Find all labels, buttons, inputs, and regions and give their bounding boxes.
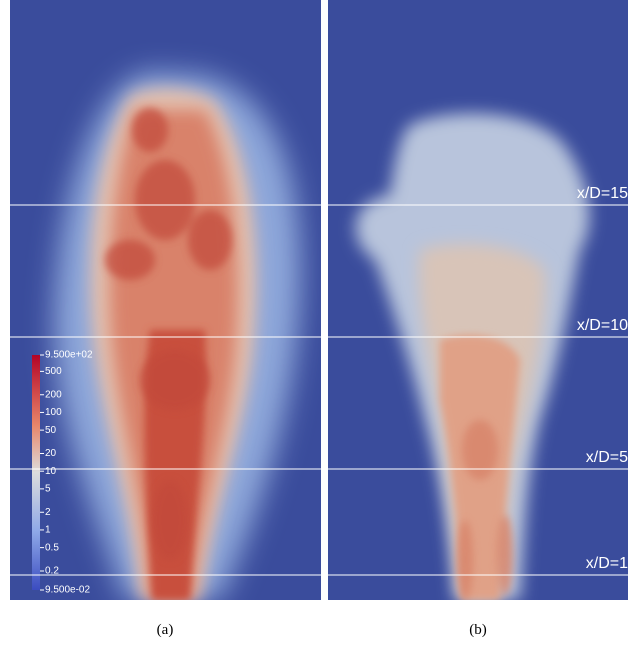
colorbar-tick-label: 10	[45, 466, 57, 477]
colorbar-tick-label: 1	[45, 525, 51, 536]
colorbar-tick-label: 100	[45, 407, 62, 418]
colorbar-ticks: 9.500e+02 500 200 100 50 20 10 5 2 1 0.5 0.2 9.500e-…	[40, 350, 93, 596]
station-label: x/D=10	[577, 317, 628, 334]
colorbar-tick-label: 500	[45, 366, 62, 377]
station-label: x/D=5	[586, 449, 628, 466]
colorbar-tick-label: 9.500e+02	[45, 350, 93, 361]
caption: (b)	[469, 622, 487, 638]
colorbar-tick-label: 50	[45, 425, 57, 436]
colorbar-tick-label: 0.5	[45, 542, 59, 553]
colorbar-tick-label: 0.2	[45, 566, 59, 577]
caption: (a)	[157, 622, 174, 638]
colorbar-tick-label: 20	[45, 448, 57, 459]
panel-a	[10, 0, 321, 600]
colorbar-tick-label: 9.500e-02	[45, 585, 90, 596]
station-label: x/D=1	[586, 555, 628, 572]
colorbar-tick-label: 5	[45, 484, 51, 495]
station-lines: x/D=15 x/D=10 x/D=5 x/D=1	[10, 185, 628, 576]
panel-b	[328, 0, 628, 600]
colorbar-tick-label: 2	[45, 507, 51, 518]
station-label: x/D=15	[577, 185, 628, 202]
colorbar	[32, 355, 40, 590]
colorbar-tick-label: 200	[45, 389, 62, 400]
